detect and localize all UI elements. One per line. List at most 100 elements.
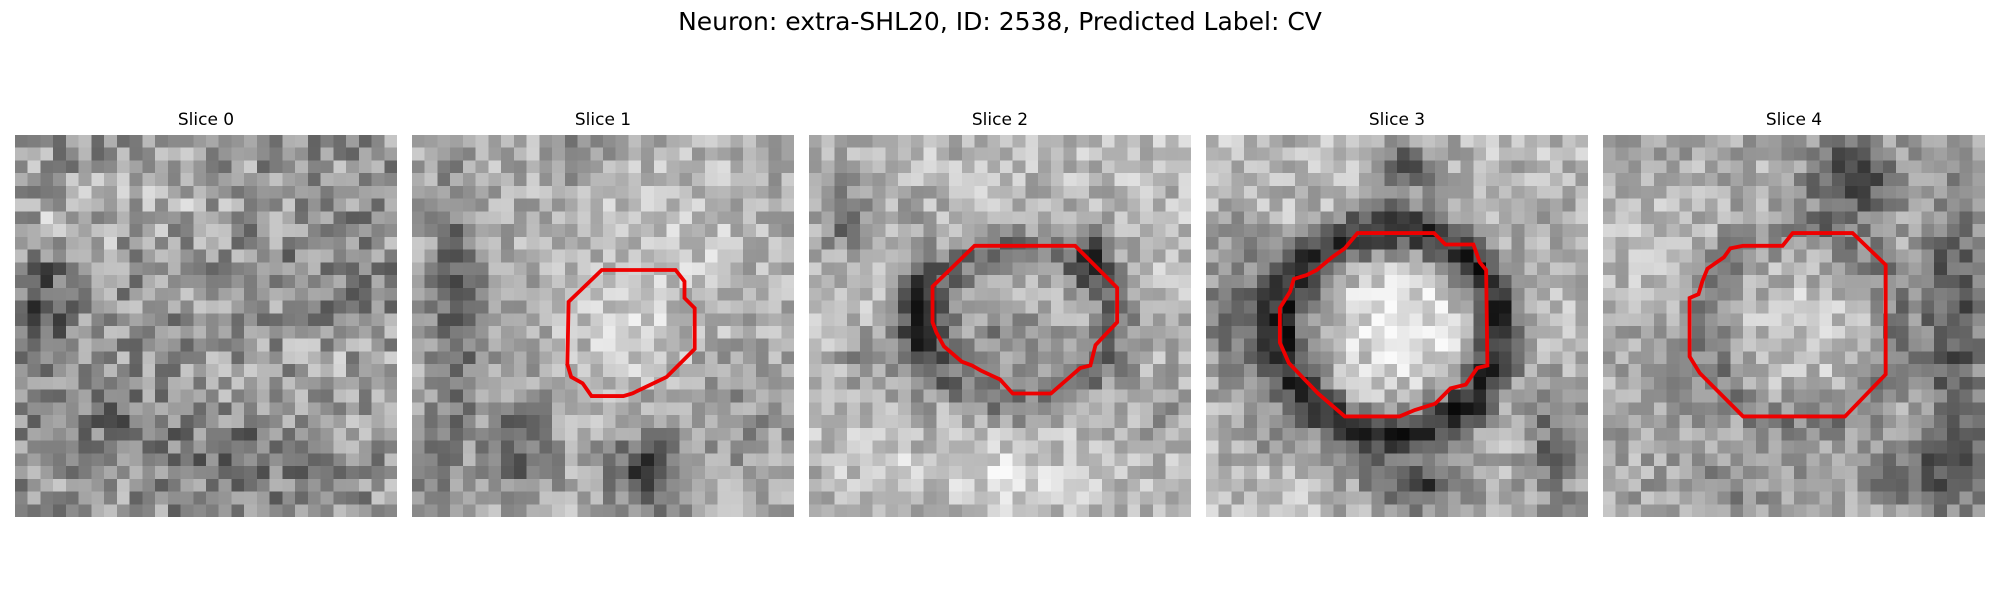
pixel [936,301,949,314]
pixel [450,288,463,301]
pixel [1127,301,1140,314]
pixel [1603,415,1616,428]
pixel [987,224,1000,237]
pixel [117,364,130,377]
pixel [1140,339,1153,352]
pixel [333,326,346,339]
pixel [975,237,988,250]
pixel [1896,479,1909,492]
pixel [1089,441,1102,454]
pixel [168,160,181,173]
pixel [1295,186,1308,199]
pixel [1616,173,1629,186]
pixel [1435,135,1448,148]
pixel [1743,479,1756,492]
pixel [1934,160,1947,173]
pixel [28,504,41,517]
pixel [28,428,41,441]
pixel [847,364,860,377]
pixel [1537,390,1550,403]
pixel [1896,186,1909,199]
pixel [1512,377,1525,390]
pixel [1435,415,1448,428]
pixel [66,186,79,199]
pixel [372,135,385,148]
pixel [1244,326,1257,339]
pixel [769,479,782,492]
pixel [1231,441,1244,454]
pixel [219,466,232,479]
pixel [1231,237,1244,250]
pixel [1603,148,1616,161]
pixel [769,326,782,339]
pixel [1051,492,1064,505]
pixel [1960,377,1973,390]
pixel [359,199,372,212]
pixel [1244,313,1257,326]
pixel [873,402,886,415]
pixel [1705,351,1718,364]
pixel [168,377,181,390]
pixel [692,160,705,173]
pixel [450,326,463,339]
pixel [1667,313,1680,326]
pixel [346,275,359,288]
pixel [987,160,1000,173]
pixel [1921,479,1934,492]
pixel [949,504,962,517]
pixel [616,402,629,415]
pixel [1512,441,1525,454]
pixel [1628,441,1641,454]
pixel [1972,250,1985,263]
pixel [1909,250,1922,263]
pixel [1461,492,1474,505]
pixel [873,211,886,224]
pixel [244,492,257,505]
pixel [578,313,591,326]
pixel [1282,211,1295,224]
pixel [193,441,206,454]
pixel [1870,313,1883,326]
pixel [552,135,565,148]
pixel [333,339,346,352]
pixel [1524,415,1537,428]
pixel [488,224,501,237]
pixel [1550,211,1563,224]
pixel [565,186,578,199]
pixel [1219,339,1232,352]
pixel [975,135,988,148]
pixel [936,377,949,390]
pixel [1934,224,1947,237]
pixel [1679,453,1692,466]
pixel [1603,211,1616,224]
pixel [743,402,756,415]
pixel [949,415,962,428]
pixel [1257,250,1270,263]
pixel [1231,466,1244,479]
pixel [1435,453,1448,466]
pixel [1781,301,1794,314]
pixel [181,390,194,403]
slice-pixels [1206,135,1588,517]
pixel [1909,186,1922,199]
pixel [270,288,283,301]
pixel [346,504,359,517]
pixel [1794,402,1807,415]
pixel [718,199,731,212]
pixel [1524,453,1537,466]
pixel [1718,453,1731,466]
pixel [911,275,924,288]
pixel [437,250,450,263]
pixel [40,199,53,212]
pixel [117,301,130,314]
pixel [1384,351,1397,364]
pixel [781,313,794,326]
pixel [1972,135,1985,148]
pixel [1166,313,1179,326]
pixel [936,390,949,403]
pixel [384,288,397,301]
pixel [1692,224,1705,237]
pixel [1244,390,1257,403]
pixel [949,173,962,186]
pixel [641,428,654,441]
